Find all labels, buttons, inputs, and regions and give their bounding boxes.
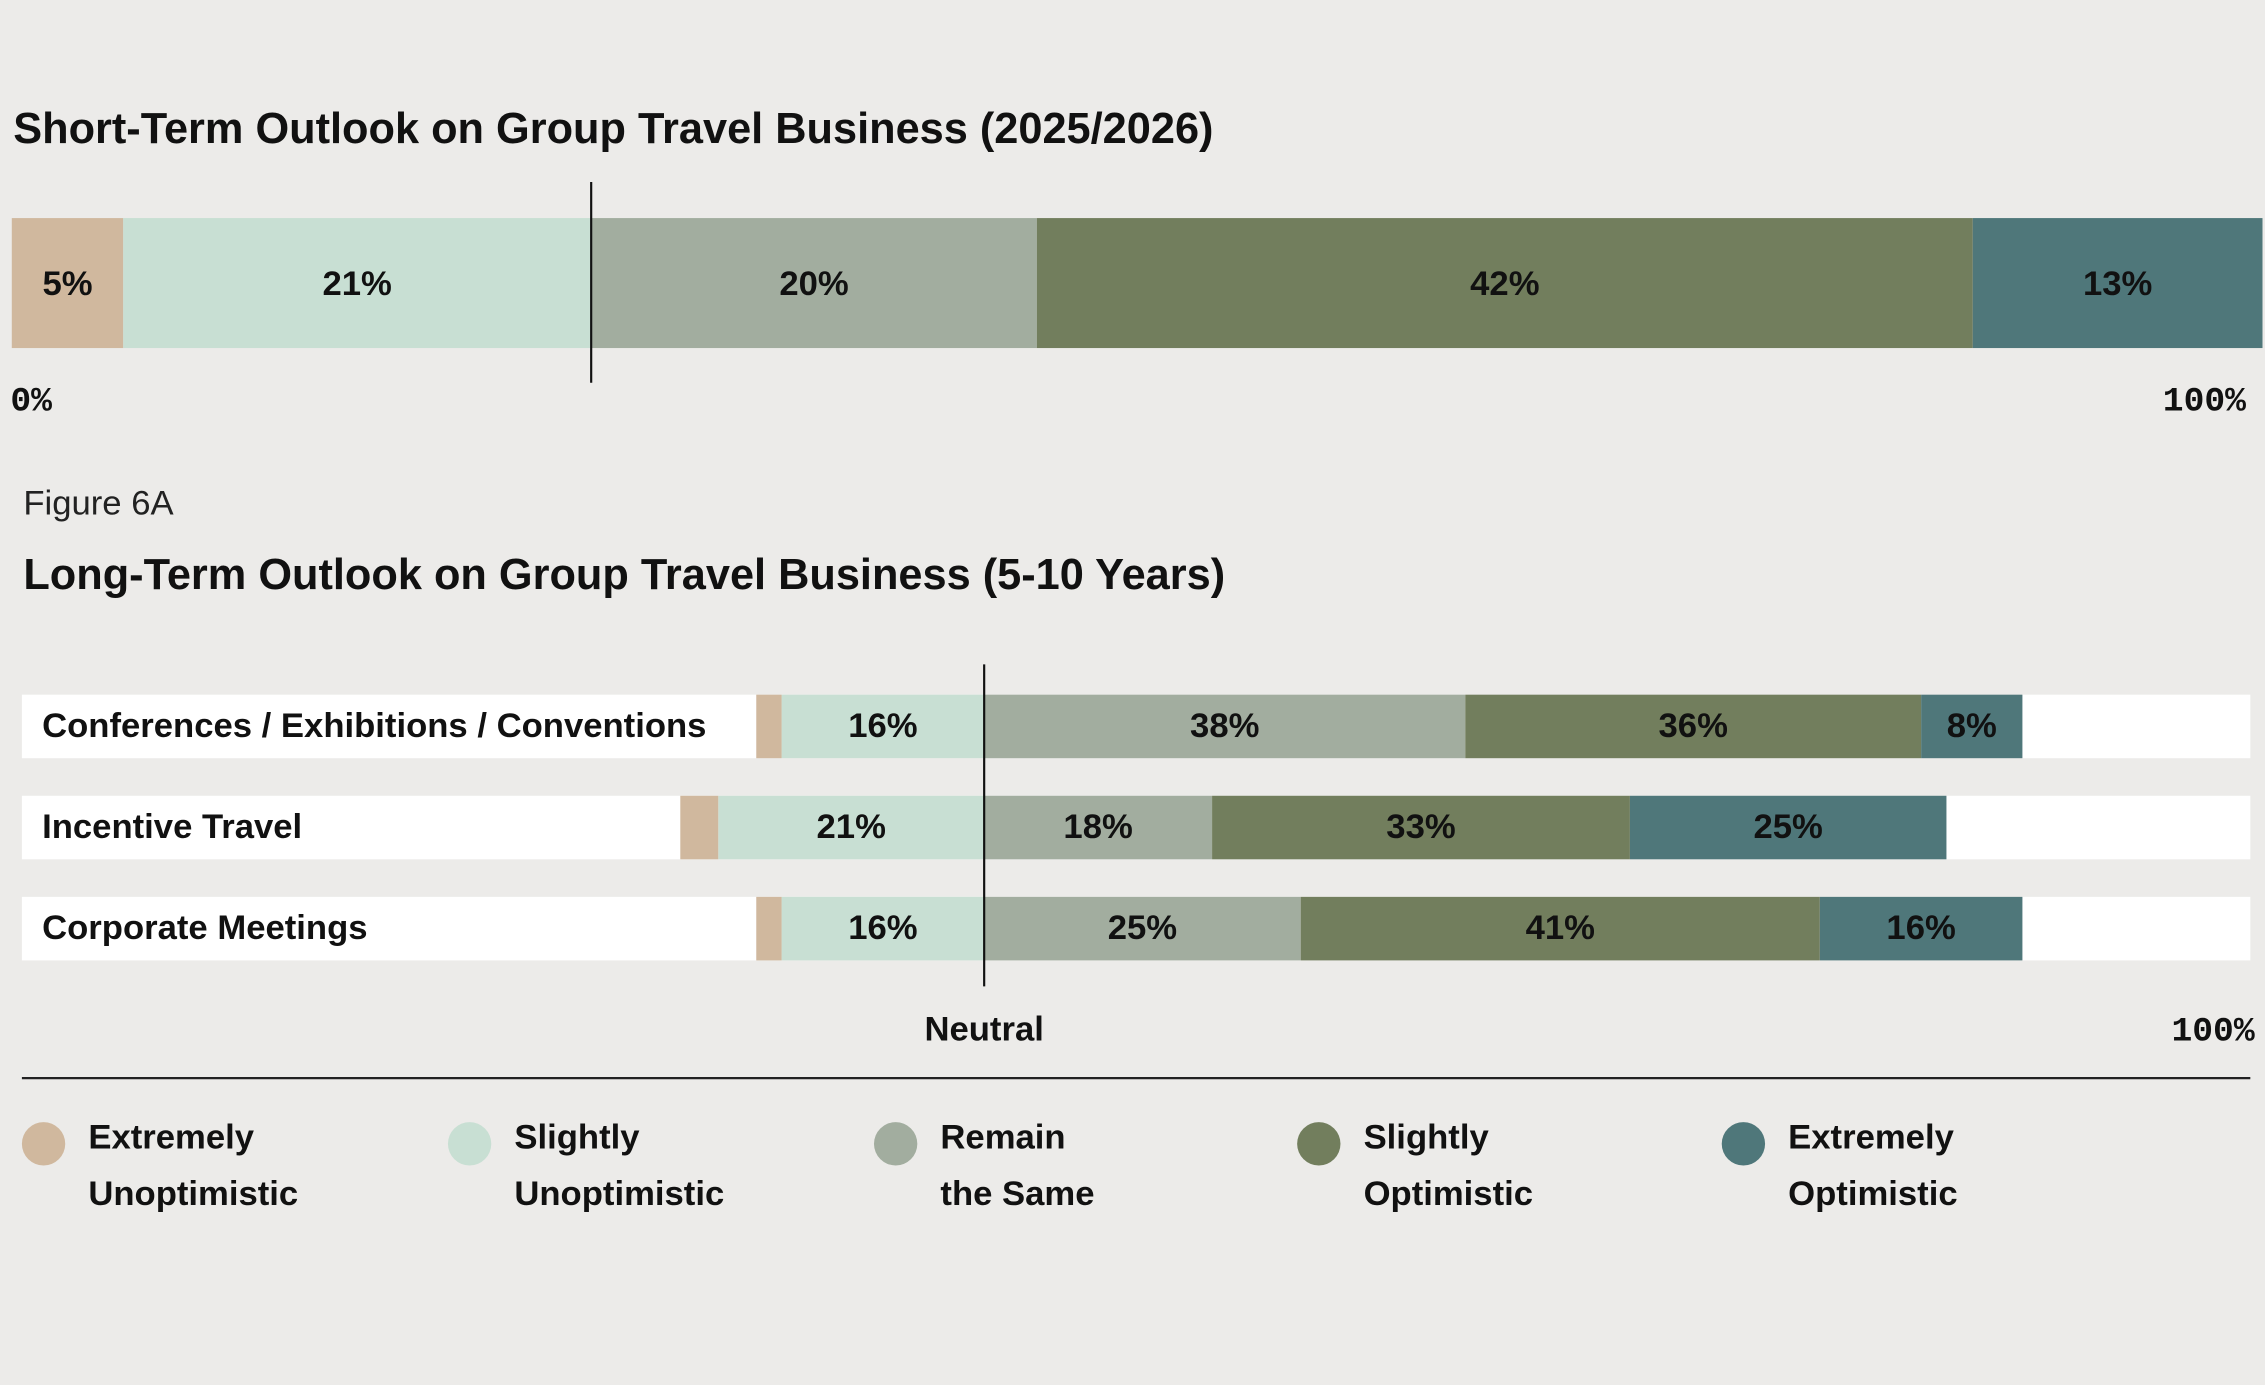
data-label: 38% [1190,707,1259,745]
data-label: 20% [779,265,848,303]
bar-segment [781,694,985,759]
bar-segment [1036,218,1973,349]
row-label: Incentive Travel [42,808,302,846]
legend-swatch [873,1122,918,1166]
data-label: 36% [1659,707,1728,745]
bar-segment [1629,795,1947,860]
data-label: 16% [848,909,917,947]
x-tick-label: 0% [10,383,52,422]
row-label: Conferences / Exhibitions / Conventions [42,707,706,745]
legend-label: Remain the Same [940,1119,1094,1213]
data-label: 21% [323,265,392,303]
bar-segment [11,218,124,349]
bar-segment [1921,694,2023,759]
legend-swatch [1721,1122,1766,1166]
data-label: 18% [1063,808,1132,846]
data-label: 13% [2083,265,2152,303]
bar-segment [123,218,592,349]
data-label: 5% [42,265,92,303]
x-tick-label: 100% [2171,1012,2254,1051]
bar-segment [756,694,782,759]
data-label: 21% [817,808,886,846]
bar-segment [1465,694,1922,759]
data-label: 33% [1386,808,1455,846]
data-label: 25% [1108,909,1177,947]
data-label: 41% [1526,909,1595,947]
bar-segment [756,896,782,961]
bar-segment [1212,795,1630,860]
bar-segment [984,795,1213,860]
bar-segment [1300,896,1820,961]
legend-swatch [447,1122,492,1166]
figure-caption: Figure 6A [23,485,174,523]
bar-segment [591,218,1037,349]
legend-label: Slightly Optimistic [1364,1119,1533,1213]
data-label: 16% [1886,909,1955,947]
legend-label: Extremely Unoptimistic [88,1119,298,1213]
chart-title: Long-Term Outlook on Group Travel Busine… [23,551,1225,599]
x-tick-label: Neutral [924,1010,1043,1048]
bar-segment [680,795,719,860]
bar-segment [1819,896,2023,961]
chart-title: Short-Term Outlook on Group Travel Busin… [13,105,1213,153]
legend-swatch [1297,1122,1341,1166]
data-label: 42% [1470,265,1539,303]
x-tick-label: 100% [2163,383,2246,422]
bar-segment [781,896,985,961]
legend-label: Extremely Optimistic [1788,1119,1963,1213]
row-label: Corporate Meetings [42,909,367,947]
bar-segment [984,896,1301,961]
legend-swatch [21,1122,66,1166]
data-label: 25% [1753,808,1822,846]
bar-segment [984,694,1466,759]
data-label: 8% [1947,707,1997,745]
legend-label: Slightly Unoptimistic [514,1119,724,1213]
data-label: 16% [848,707,917,745]
bar-segment [718,795,985,860]
bar-segment [1972,218,2263,349]
